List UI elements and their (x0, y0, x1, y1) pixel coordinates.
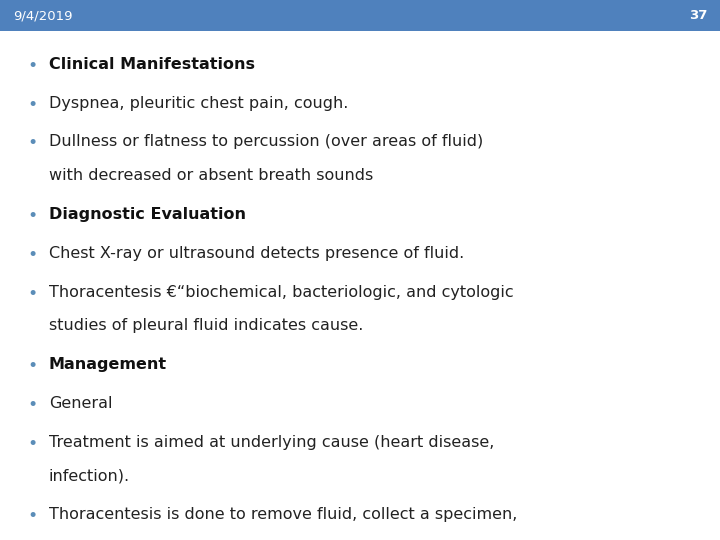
Text: •: • (27, 507, 37, 525)
Text: •: • (27, 207, 37, 225)
Text: •: • (27, 96, 37, 113)
Text: General: General (49, 396, 112, 411)
Text: 9/4/2019: 9/4/2019 (13, 9, 73, 22)
Text: Diagnostic Evaluation: Diagnostic Evaluation (49, 207, 246, 222)
Text: Management: Management (49, 357, 167, 372)
Text: 37: 37 (688, 9, 707, 22)
Text: studies of pleural fluid indicates cause.: studies of pleural fluid indicates cause… (49, 318, 364, 333)
Text: Thoracentesis is done to remove fluid, collect a specimen,: Thoracentesis is done to remove fluid, c… (49, 507, 518, 522)
Bar (0, 0, 720, 31)
Text: •: • (27, 396, 37, 414)
Text: •: • (27, 134, 37, 152)
Text: infection).: infection). (49, 468, 130, 483)
Text: •: • (27, 357, 37, 375)
Text: •: • (27, 57, 37, 75)
Text: •: • (27, 435, 37, 453)
Text: Dullness or flatness to percussion (over areas of fluid): Dullness or flatness to percussion (over… (49, 134, 483, 150)
Text: Thoracentesis €“bio​chemical, bacteriologic, and cytologic: Thoracentesis €“bio​chemical, bacteriolo… (49, 285, 513, 300)
Text: Chest X-ray or ultrasound detects presence of fluid.: Chest X-ray or ultrasound detects presen… (49, 246, 464, 261)
Text: Treatment is aimed at underlying cause (heart disease,: Treatment is aimed at underlying cause (… (49, 435, 495, 450)
Text: with decreased or absent breath sounds: with decreased or absent breath sounds (49, 168, 373, 183)
Text: Clinical Manifestations: Clinical Manifestations (49, 57, 255, 72)
Text: •: • (27, 246, 37, 264)
Text: •: • (27, 285, 37, 302)
Text: Dyspnea, pleuritic chest pain, cough.: Dyspnea, pleuritic chest pain, cough. (49, 96, 348, 111)
